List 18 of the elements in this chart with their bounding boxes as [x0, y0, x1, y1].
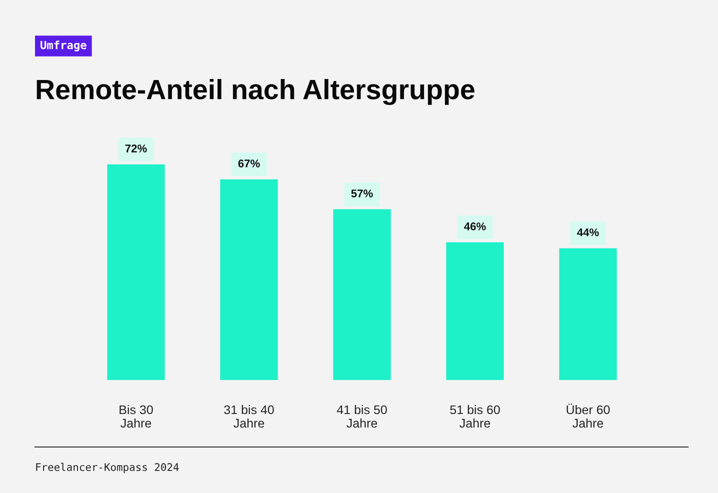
bar	[107, 164, 165, 380]
chart-title: Remote-Anteil nach Altersgruppe	[36, 78, 474, 106]
data-label: 44%	[577, 228, 599, 236]
bar	[220, 179, 278, 380]
bar	[333, 209, 391, 380]
x-tick-label: 41 bis 50 Jahre	[336, 405, 387, 428]
data-label: 46%	[464, 222, 486, 230]
x-tick-label: Bis 30 Jahre	[120, 405, 153, 428]
text: Umfrage	[40, 40, 86, 52]
x-tick-label: 31 bis 40 Jahre	[224, 405, 274, 428]
data-label: 57%	[351, 190, 373, 198]
x-tick-label: 51 bis 60 Jahre	[450, 405, 500, 428]
x-tick-label: Über 60 Jahre	[566, 404, 610, 428]
bar	[446, 242, 504, 380]
text: Freelancer-Kompass 2024	[36, 462, 179, 474]
data-label: 72%	[125, 144, 147, 152]
bar	[559, 248, 617, 380]
data-label: 67%	[238, 160, 260, 168]
